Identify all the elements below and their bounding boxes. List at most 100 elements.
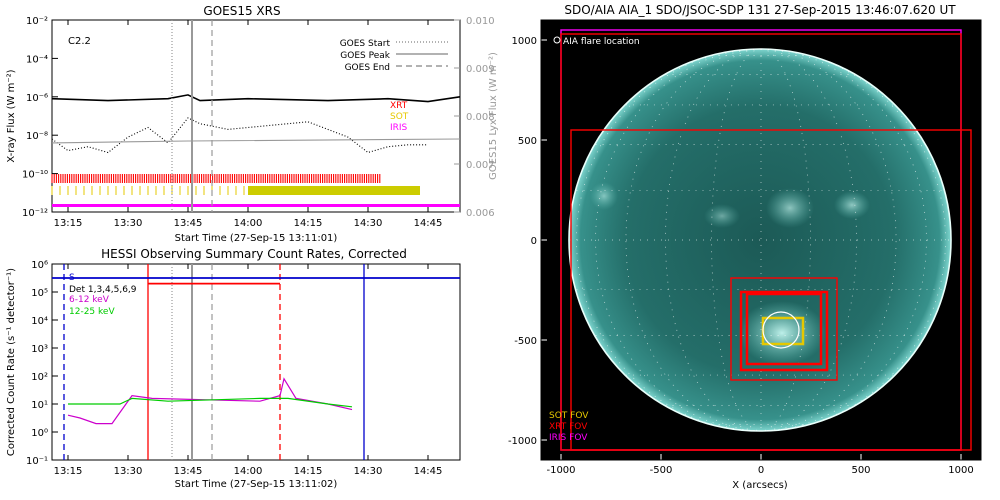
hessi-series-line bbox=[67, 377, 353, 425]
aia-legend-label: IRIS FOV bbox=[549, 433, 588, 443]
active-region-glow-5 bbox=[704, 204, 740, 228]
aia-plot-frame bbox=[540, 19, 982, 461]
aia-x-tick-label: 1000 bbox=[948, 465, 973, 476]
aia-panel: SDO/AIA AIA_1 SDO/JSOC-SDP 131 27-Sep-20… bbox=[508, 3, 982, 491]
longitude-line bbox=[625, 48, 762, 432]
hessi-y-tick-label: 10⁶ bbox=[31, 260, 48, 271]
aia-x-tick-label: -1000 bbox=[546, 465, 575, 476]
xrt-fov-box bbox=[570, 129, 972, 451]
hessi-x-tick-label: 13:45 bbox=[174, 466, 203, 477]
flare-location-marker bbox=[762, 311, 800, 349]
goes-legend-label: GOES Start bbox=[340, 39, 391, 49]
aia-y-tick-label: 0 bbox=[531, 236, 537, 247]
goes-y2-tick-label: 0.010 bbox=[466, 16, 495, 27]
hessi-x-axis: 13:15 13:30 13:45 14:00 14:15 14:30 14:45 bbox=[54, 264, 443, 477]
goes-x-tick-label: 14:30 bbox=[354, 218, 383, 229]
goes-title: GOES15 XRS bbox=[203, 4, 280, 18]
goes-x-tick-label: 13:45 bbox=[174, 218, 203, 229]
goes-ylabel: X-ray Flux (W m⁻²) bbox=[6, 69, 17, 162]
longitude-line bbox=[665, 48, 762, 432]
xrt-fov-box bbox=[739, 290, 829, 372]
hessi-legend: S Det 1,3,4,5,6,96-12 keV 12-25 keV bbox=[69, 273, 137, 317]
goes-x-axis: 13:15 13:30 13:45 14:00 14:15 14:30 14:45 bbox=[54, 20, 443, 229]
hessi-y-tick-label: 10⁵ bbox=[31, 288, 48, 299]
hessi-legend-label: 6-12 keV bbox=[69, 295, 110, 305]
sun-image bbox=[568, 48, 952, 432]
goes-legend-label: GOES Peak bbox=[340, 51, 390, 61]
aia-legend-label: AIA flare location bbox=[563, 37, 640, 47]
aia-title: SDO/AIA AIA_1 SDO/JSOC-SDP 131 27-Sep-20… bbox=[564, 3, 956, 17]
active-region-glow bbox=[738, 301, 826, 365]
aia-y-axis: 1000 500 0 -500 -1000 bbox=[508, 36, 547, 447]
aia-y-tick-label: -500 bbox=[514, 336, 537, 347]
goes-y2-tick-label: 0.007 bbox=[466, 160, 495, 171]
hessi-x-tick-label: 14:45 bbox=[414, 466, 443, 477]
active-region-glow-2 bbox=[766, 188, 814, 228]
hessi-x-tick-label: 13:15 bbox=[54, 466, 83, 477]
hessi-panel: HESSI Observing Summary Count Rates, Cor… bbox=[6, 247, 461, 490]
goes-y-tick-label: 10⁻⁴ bbox=[26, 54, 48, 65]
aia-x-tick-label: 500 bbox=[851, 465, 870, 476]
aia-x-axis: -1000 -500 0 500 1000 bbox=[546, 454, 974, 476]
goes-y2-tick-label: 0.006 bbox=[466, 208, 495, 219]
goes-x-tick-label: 14:15 bbox=[294, 218, 323, 229]
hessi-x-tick-label: 14:00 bbox=[234, 466, 263, 477]
goes-y2label: GOES15 Lyx Flux (W m⁻²) bbox=[488, 52, 499, 180]
goes-x-tick-label: 13:15 bbox=[54, 218, 83, 229]
goes-x-tick-label: 13:30 bbox=[114, 218, 143, 229]
goes-y-tick-label: 10⁻² bbox=[26, 16, 48, 27]
goes-panel: GOES15 XRS C2.2 13:15 13:30 13:45 14:00 14:1… bbox=[6, 4, 499, 244]
goes-series-line bbox=[51, 117, 428, 154]
goes-obs-label: IRIS bbox=[390, 123, 408, 133]
hessi-legend-label: 12-25 keV bbox=[69, 307, 115, 317]
hessi-series-line bbox=[68, 397, 353, 408]
longitude-line bbox=[760, 48, 857, 432]
flare-location-circle bbox=[762, 311, 800, 349]
goes-obs-label: XRT bbox=[390, 101, 408, 111]
longitude-line bbox=[760, 48, 946, 432]
heliographic-grid bbox=[570, 48, 952, 432]
goes-legend-label: GOES End bbox=[345, 63, 390, 73]
hessi-x-tick-label: 13:30 bbox=[114, 466, 143, 477]
goes-y2-tick-label: 0.009 bbox=[466, 64, 495, 75]
aia-y-tick-label: 1000 bbox=[512, 36, 537, 47]
hessi-y-tick-label: 10¹ bbox=[31, 400, 48, 411]
goes-y2-axis: 0.010 0.009 0.008 0.007 0.006 bbox=[454, 16, 495, 219]
hessi-y-tick-label: 10⁻¹ bbox=[26, 456, 48, 467]
goes-y-axis: 10⁻² 10⁻⁴ 10⁻⁶ 10⁻⁸ 10⁻¹⁰ 10⁻¹² bbox=[22, 16, 58, 219]
goes-y-tick-label: 10⁻⁶ bbox=[26, 93, 48, 104]
longitude-line bbox=[760, 48, 927, 432]
hessi-data bbox=[52, 264, 460, 460]
hessi-title: HESSI Observing Summary Count Rates, Cor… bbox=[101, 247, 407, 261]
hessi-y-tick-label: 10⁰ bbox=[31, 428, 48, 439]
aia-x-tick-label: 0 bbox=[758, 465, 764, 476]
aia-x-tick-label: -500 bbox=[650, 465, 673, 476]
hessi-x-tick-label: 14:15 bbox=[294, 466, 323, 477]
hessi-y-tick-label: 10² bbox=[31, 372, 48, 383]
longitude-line bbox=[595, 48, 762, 432]
goes-y2-tick-label: 0.008 bbox=[466, 112, 495, 123]
sot-coverage-bar bbox=[248, 186, 420, 195]
goes-xlabel: Start Time (27-Sep-15 13:11:01) bbox=[175, 233, 338, 244]
goes-y-tick-label: 10⁻¹⁰ bbox=[22, 170, 48, 181]
hessi-y-tick-label: 10⁴ bbox=[31, 316, 48, 327]
flare-location-legend-icon bbox=[553, 36, 561, 44]
fov-boxes bbox=[560, 29, 972, 451]
hessi-y-axis: 10⁶ 10⁵ 10⁴ 10³ 10² 10¹ 10⁰ 10⁻¹ bbox=[26, 260, 58, 467]
longitude-line bbox=[576, 48, 762, 432]
aia-y-tick-label: -1000 bbox=[508, 436, 537, 447]
hessi-plot-frame bbox=[51, 263, 461, 461]
goes-x-tick-label: 14:00 bbox=[234, 218, 263, 229]
xrt-fov-box bbox=[730, 277, 838, 381]
aia-legend-label: SOT FOV bbox=[549, 411, 589, 421]
goes-x-tick-label: 14:45 bbox=[414, 218, 443, 229]
aia-xlabel: X (arcsecs) bbox=[732, 480, 788, 491]
active-region-glow-3 bbox=[834, 191, 870, 219]
goes-y-tick-label: 10⁻¹² bbox=[22, 208, 48, 219]
hessi-ylabel: Corrected Count Rate (s⁻¹ detector⁻¹) bbox=[6, 268, 17, 456]
longitude-line bbox=[760, 48, 897, 432]
hessi-xlabel: Start Time (27-Sep-15 13:11:02) bbox=[175, 479, 338, 490]
